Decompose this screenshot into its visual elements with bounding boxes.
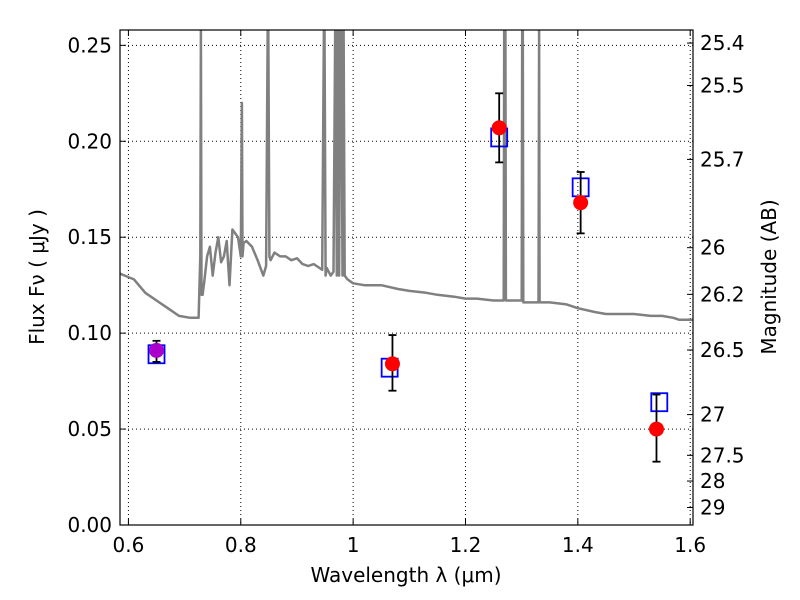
right-tick-label: 26 bbox=[700, 236, 725, 260]
y-axis-right-label: Magnitude (AB) bbox=[757, 199, 781, 354]
y-tick-label: 0.00 bbox=[67, 513, 112, 537]
plot-frame bbox=[119, 29, 694, 526]
right-tick-label: 25.4 bbox=[700, 31, 745, 55]
right-tick-label: 26.5 bbox=[700, 338, 745, 362]
right-tick-label: 25.7 bbox=[700, 147, 745, 171]
y-tick-label: 0.10 bbox=[67, 321, 112, 345]
x-tick-label: 0.6 bbox=[113, 533, 145, 557]
observed-flux-point bbox=[149, 342, 165, 358]
right-tick-label: 26.2 bbox=[700, 282, 745, 306]
right-tick-label: 29 bbox=[700, 496, 725, 520]
right-tick-label: 25.5 bbox=[700, 73, 745, 97]
x-tick-label: 1 bbox=[347, 533, 360, 557]
model-spectrum-line bbox=[120, 30, 693, 321]
marker-layer bbox=[147, 92, 669, 463]
y-tick-label: 0.05 bbox=[67, 417, 112, 441]
observed-flux-point bbox=[491, 120, 507, 136]
right-tick-label: 27 bbox=[700, 403, 725, 427]
y-tick-label: 0.25 bbox=[67, 33, 112, 57]
grid-layer bbox=[120, 30, 693, 526]
x-axis-label: Wavelength λ (μm) bbox=[310, 563, 501, 587]
observed-flux-point bbox=[573, 195, 589, 211]
x-tick-label: 1.2 bbox=[450, 533, 482, 557]
right-tick-label: 27.5 bbox=[700, 443, 745, 467]
x-tick-label: 1.4 bbox=[562, 533, 594, 557]
right-tick-label: 28 bbox=[700, 469, 725, 493]
tick-layer: 0.6 0.8 1 1.2 1.4 1.6 0.00 0.05 0.10 0.15 0.20 0.25… bbox=[67, 30, 745, 557]
observed-flux-point bbox=[648, 421, 664, 437]
x-tick-label: 1.6 bbox=[674, 533, 706, 557]
y-tick-label: 0.15 bbox=[67, 225, 112, 249]
y-axis-label: Flux Fν ( μJy ) bbox=[25, 209, 49, 345]
model-photometry-box bbox=[650, 392, 669, 413]
spectrum-layer bbox=[120, 30, 693, 321]
y-tick-label: 0.20 bbox=[67, 129, 112, 153]
observed-flux-point bbox=[384, 356, 400, 372]
x-tick-label: 0.8 bbox=[225, 533, 257, 557]
